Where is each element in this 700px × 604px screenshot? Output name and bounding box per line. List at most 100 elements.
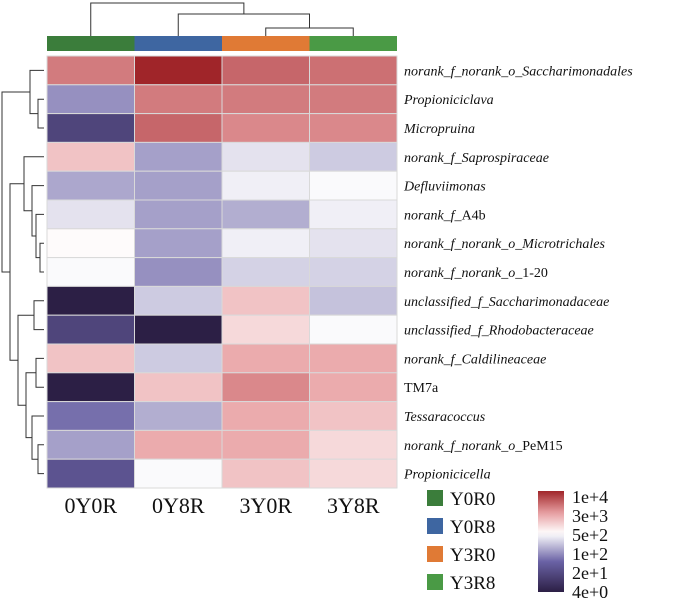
heatmap-cell bbox=[134, 113, 223, 143]
heatmap-cell bbox=[309, 429, 398, 460]
heatmap-cell bbox=[134, 257, 223, 287]
heatmap-cell bbox=[134, 84, 223, 115]
heatmap-cell bbox=[46, 228, 135, 259]
heatmap-cell bbox=[309, 84, 398, 115]
dendrogram-branch bbox=[29, 69, 44, 115]
heatmap-cell bbox=[309, 113, 398, 143]
color-scale-legend: 1e+43e+35e+21e+22e+14e+0 bbox=[538, 487, 608, 602]
heatmap-cell bbox=[309, 343, 398, 374]
heatmap-cell bbox=[221, 113, 310, 143]
row-label: norank_f_norank_o_1-20 bbox=[404, 266, 548, 281]
heatmap-cell bbox=[46, 257, 135, 287]
heatmap-cell bbox=[134, 199, 223, 230]
heatmap-cell bbox=[221, 458, 310, 489]
heatmap-cell bbox=[309, 141, 398, 172]
column-group-swatch bbox=[222, 36, 310, 51]
row-dendrogram bbox=[1, 69, 44, 475]
row-label: norank_f_norank_o_Microtrichales bbox=[404, 237, 605, 252]
heatmap-cell bbox=[46, 84, 135, 115]
heatmap-cell bbox=[46, 199, 135, 230]
row-labels: norank_f_norank_o_Saccharimonadales Propi… bbox=[403, 64, 633, 482]
color-scale-tick-label: 2e+1 bbox=[572, 563, 608, 583]
group-legend-swatch bbox=[427, 546, 443, 562]
dendrogram-branch bbox=[9, 183, 24, 361]
heatmap-cell bbox=[309, 372, 398, 403]
heatmap-cell bbox=[221, 429, 310, 460]
row-label: norank_f_norank_o_Saccharimonadales bbox=[404, 64, 633, 79]
heatmap-cell bbox=[221, 343, 310, 374]
row-label: norank_f_A4b bbox=[404, 208, 486, 223]
group-legend-label: Y3R8 bbox=[450, 573, 495, 594]
heatmap-cell bbox=[309, 285, 398, 316]
dendrogram-branch bbox=[25, 372, 36, 439]
group-legend-label: Y3R0 bbox=[450, 545, 495, 566]
heatmap-cell bbox=[309, 314, 398, 345]
heatmap-cell bbox=[134, 228, 223, 259]
dendrogram-branch bbox=[23, 156, 44, 212]
row-label: unclassified_f_Rhodobacteraceae bbox=[404, 324, 594, 339]
heatmap-cell bbox=[134, 372, 223, 403]
heatmap-cell bbox=[309, 401, 398, 431]
group-legend-swatch bbox=[427, 574, 443, 590]
heatmap-cell bbox=[46, 113, 135, 143]
heatmap-cell bbox=[309, 257, 398, 287]
heatmap-cell bbox=[134, 401, 223, 431]
column-labels: 0Y0R 0Y8R 3Y0R 3Y8R bbox=[64, 493, 379, 518]
heatmap-cell bbox=[221, 170, 310, 201]
column-dendrogram bbox=[90, 2, 354, 36]
heatmap-cell bbox=[46, 458, 135, 489]
heatmap-cells bbox=[46, 55, 398, 489]
dendrogram-branch bbox=[31, 185, 44, 237]
group-legend-swatch bbox=[427, 518, 443, 534]
column-label: 3Y0R bbox=[239, 493, 292, 518]
heatmap-cell bbox=[221, 401, 310, 431]
color-scale-tick-label: 4e+0 bbox=[572, 582, 608, 602]
heatmap-cell bbox=[134, 458, 223, 489]
color-scale-tick-label: 3e+3 bbox=[572, 506, 608, 526]
dendrogram-branch bbox=[37, 98, 44, 129]
heatmap-cell bbox=[134, 314, 223, 345]
heatmap-cell bbox=[46, 372, 135, 403]
heatmap-cell bbox=[221, 55, 310, 86]
heatmap-cell bbox=[46, 401, 135, 431]
row-label: unclassified_f_Saccharimonadaceae bbox=[404, 295, 609, 310]
heatmap-cell bbox=[46, 285, 135, 316]
heatmap-cell bbox=[134, 141, 223, 172]
heatmap-cell bbox=[221, 314, 310, 345]
heatmap-cell bbox=[309, 199, 398, 230]
row-label: TM7a bbox=[404, 381, 439, 396]
heatmap-cell bbox=[221, 257, 310, 287]
group-legend-label: Y0R8 bbox=[450, 517, 495, 538]
heatmap-cell bbox=[46, 55, 135, 86]
dendrogram-branch bbox=[37, 444, 44, 475]
column-group-swatch bbox=[309, 36, 397, 51]
dendrogram-branch bbox=[33, 300, 44, 331]
heatmap-cell bbox=[221, 141, 310, 172]
heatmap-cell bbox=[309, 170, 398, 201]
heatmap-cell bbox=[309, 55, 398, 86]
row-label: Propioniciclava bbox=[403, 93, 494, 108]
color-scale-tick-label: 1e+2 bbox=[572, 544, 608, 564]
dendrogram-branch bbox=[90, 2, 245, 36]
heatmap-cell bbox=[309, 458, 398, 489]
heatmap-cell bbox=[46, 343, 135, 374]
row-label: Micropruina bbox=[403, 122, 475, 137]
heatmap-cell bbox=[134, 429, 223, 460]
heatmap-cell bbox=[309, 228, 398, 259]
dendrogram-branch bbox=[265, 27, 354, 36]
column-group-bar bbox=[47, 36, 397, 51]
dendrogram-branch bbox=[1, 91, 30, 273]
heatmap-cell bbox=[221, 199, 310, 230]
column-group-swatch bbox=[134, 36, 222, 51]
heatmap-cell bbox=[46, 141, 135, 172]
dendrogram-branch bbox=[39, 242, 44, 273]
group-legend-label: Y0R0 bbox=[450, 489, 495, 510]
heatmap-cell bbox=[46, 429, 135, 460]
heatmap-cell bbox=[46, 170, 135, 201]
color-scale-tick-label: 5e+2 bbox=[572, 525, 608, 545]
group-legend: Y0R0 Y0R8 Y3R0 Y3R8 bbox=[427, 489, 495, 594]
heatmap-cell bbox=[221, 372, 310, 403]
dendrogram-branch bbox=[177, 13, 310, 36]
column-label: 0Y0R bbox=[64, 493, 117, 518]
